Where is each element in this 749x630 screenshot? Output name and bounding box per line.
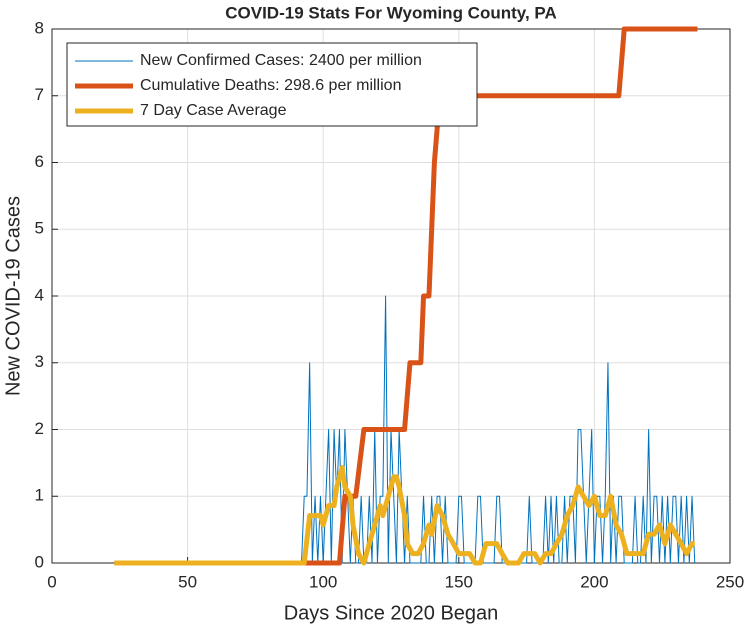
- x-tick-label: 150: [445, 572, 473, 591]
- chart-title: COVID-19 Stats For Wyoming County, PA: [225, 3, 557, 22]
- y-tick-label: 0: [35, 552, 44, 571]
- legend-label: 7 Day Case Average: [140, 102, 287, 119]
- x-tick-label: 50: [178, 572, 197, 591]
- x-tick-label: 100: [309, 572, 337, 591]
- y-tick-label: 8: [35, 18, 44, 37]
- y-tick-label: 6: [35, 152, 44, 171]
- axes-box: [51, 28, 731, 564]
- y-tick-label: 1: [35, 486, 44, 505]
- y-tick-label: 7: [35, 85, 44, 104]
- x-tick-label: 250: [716, 572, 744, 591]
- x-tick-label: 0: [47, 572, 56, 591]
- x-axis-label: Days Since 2020 Began: [284, 602, 499, 624]
- legend-box: [66, 42, 478, 127]
- y-axis-label: New COVID-19 Cases: [2, 196, 24, 396]
- y-tick-label: 2: [35, 419, 44, 438]
- legend-label: New Confirmed Cases: 2400 per million: [140, 52, 422, 69]
- y-tick-label: 4: [35, 285, 44, 304]
- y-tick-label: 5: [35, 219, 44, 238]
- y-tick-label: 3: [35, 352, 44, 371]
- legend-label: Cumulative Deaths: 298.6 per million: [140, 77, 401, 94]
- data-line: [114, 465, 695, 566]
- x-tick-label: 200: [580, 572, 608, 591]
